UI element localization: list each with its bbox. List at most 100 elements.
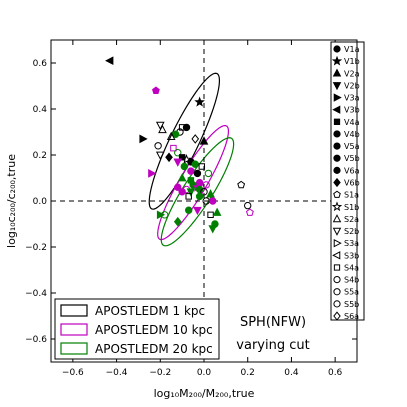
- marker-legend-symbol-s2a: [332, 214, 342, 223]
- marker-legend-label-v1b: V1b: [344, 57, 360, 66]
- marker-legend-symbol-s1a: [333, 190, 341, 198]
- marker-legend-label-s2a: S2a: [344, 215, 359, 224]
- marker-legend-symbol-s3b: [332, 251, 341, 260]
- x-axis-label: log₁₀M₂₀₀/M₂₀₀,true: [154, 387, 255, 400]
- data-point-24: [180, 162, 189, 171]
- marker-legend-label-v1a: V1a: [344, 45, 360, 54]
- data-point-29: [177, 173, 187, 182]
- marker-legend-label-s4a: S4a: [344, 263, 359, 272]
- marker-legend-label-s2b: S2b: [344, 227, 359, 236]
- marker-legend-symbol-v3a: [333, 93, 342, 102]
- marker-legend-symbol-s2b: [332, 227, 342, 236]
- ticks-layer: −0.6 −0.4 −0.2 0.0 0.2 0.4 0.6 −0.6 −0.4 −0.2 0.0 0…: [25, 40, 357, 378]
- marker-legend-symbol-v5a: [333, 142, 341, 150]
- data-point-23: [173, 158, 183, 167]
- data-point-16: [155, 151, 165, 160]
- marker-legend-label-s5a: S5a: [344, 288, 359, 297]
- plot-frame: [50, 39, 358, 363]
- y-tick-label: 0.6: [33, 59, 48, 69]
- data-point-57: [211, 220, 219, 228]
- data-point-2: [151, 86, 160, 94]
- ellipse-legend: APOSTLEDM 1 kpc APOSTLEDM 10 kpc APOSTLE…: [54, 298, 220, 360]
- data-point-15: [174, 149, 182, 157]
- y-tick-label: −0.2: [25, 243, 47, 253]
- data-point-53: [207, 211, 214, 219]
- data-point-21: [191, 160, 199, 168]
- ellipse-1kpc: [148, 72, 221, 210]
- data-point-34: [174, 183, 182, 191]
- data-point-9: [166, 131, 176, 140]
- data-point-46: [237, 180, 246, 189]
- marker-legend-symbol-v6b: [333, 177, 341, 188]
- marker-legend-label-v6a: V6a: [344, 166, 360, 175]
- data-point-1: [194, 96, 205, 107]
- marker-legend-label-s4b: S4b: [344, 276, 359, 285]
- marker-legend-label-s6a: S6a: [344, 312, 359, 321]
- marker-legend-symbol-v5b: [333, 154, 341, 162]
- legend-swatch-10kpc: [60, 323, 88, 336]
- data-point-4: [158, 124, 167, 134]
- data-point-36: [178, 188, 186, 196]
- legend-swatch-20kpc: [60, 342, 88, 355]
- data-point-41: [185, 193, 192, 200]
- marker-legend-symbol-s5b: [333, 300, 341, 308]
- data-point-27: [148, 169, 157, 178]
- marker-legend-symbol-v3b: [332, 105, 341, 114]
- marker-legend-symbol-v1b: [331, 55, 343, 66]
- data-point-43: [206, 189, 215, 198]
- y-tick-label: −0.6: [25, 335, 47, 345]
- marker-legend-symbol-v2a: [332, 68, 342, 77]
- marker-legend-label-v6b: V6b: [344, 179, 360, 188]
- marker-legend-label-v4b: V4b: [344, 130, 360, 139]
- data-point-55: [173, 216, 182, 227]
- data-point-22: [198, 163, 206, 170]
- points-layer: [105, 56, 254, 234]
- marker-legend-label-s3a: S3a: [344, 239, 359, 248]
- legend-label-10kpc: APOSTLEDM 10 kpc: [95, 323, 213, 337]
- data-point-12: [191, 134, 200, 144]
- marker-legend-symbol-v2b: [332, 82, 342, 91]
- marker-legend-label-s1a: S1a: [344, 191, 359, 200]
- data-point-48: [245, 208, 254, 216]
- marker-legend-symbol-s4a: [333, 264, 341, 271]
- marker-legend-label-v5b: V5b: [344, 154, 360, 163]
- x-tick-label: −0.6: [62, 368, 84, 378]
- marker-legend-label-v3b: V3b: [344, 106, 360, 115]
- legend-label-20kpc: APOSTLEDM 20 kpc: [95, 342, 213, 356]
- data-point-42: [195, 192, 204, 201]
- data-point-0: [105, 56, 114, 66]
- marker-legend-label-v2b: V2b: [344, 81, 360, 90]
- marker-legend-symbol-v6a: [333, 166, 341, 174]
- data-point-49: [156, 210, 166, 220]
- marker-legend-label-v2a: V2a: [344, 69, 360, 78]
- data-point-25: [187, 167, 195, 175]
- data-point-47: [244, 201, 252, 210]
- x-tick-label: 0.4: [284, 368, 299, 378]
- data-point-37: [186, 188, 196, 197]
- ellipse-legend-box: [54, 298, 220, 360]
- marker-legend-symbol-v4b: [333, 130, 341, 138]
- data-point-26: [193, 169, 202, 178]
- legend-swatch-1kpc: [60, 304, 88, 317]
- marker-legend-label-v5a: V5a: [344, 142, 360, 151]
- x-tick-label: −0.4: [106, 368, 128, 378]
- y-tick-label: 0.4: [33, 105, 48, 115]
- marker-legend-symbol-s4b: [333, 275, 341, 284]
- marker-legend-symbol-v4a: [333, 118, 341, 125]
- marker-legend-symbol-s3a: [333, 238, 342, 248]
- data-point-11: [139, 134, 148, 144]
- legend-label-1kpc: APOSTLEDM 1 kpc: [95, 304, 205, 318]
- marker-legend-label-s1b: S1b: [344, 203, 359, 212]
- data-point-17: [165, 152, 173, 163]
- y-axis-label: log₁₀c₂₀₀/c₂₀₀,true: [5, 154, 18, 248]
- data-point-51: [185, 206, 193, 214]
- data-point-40: [200, 188, 208, 196]
- data-point-13: [154, 142, 162, 150]
- y-tick-label: 0.2: [33, 151, 47, 161]
- data-point-39: [202, 181, 210, 189]
- annotation-line1: SPH(NFW): [240, 315, 306, 330]
- data-point-14: [170, 144, 177, 152]
- x-tick-label: 0.0: [197, 368, 212, 378]
- data-point-7: [182, 123, 191, 132]
